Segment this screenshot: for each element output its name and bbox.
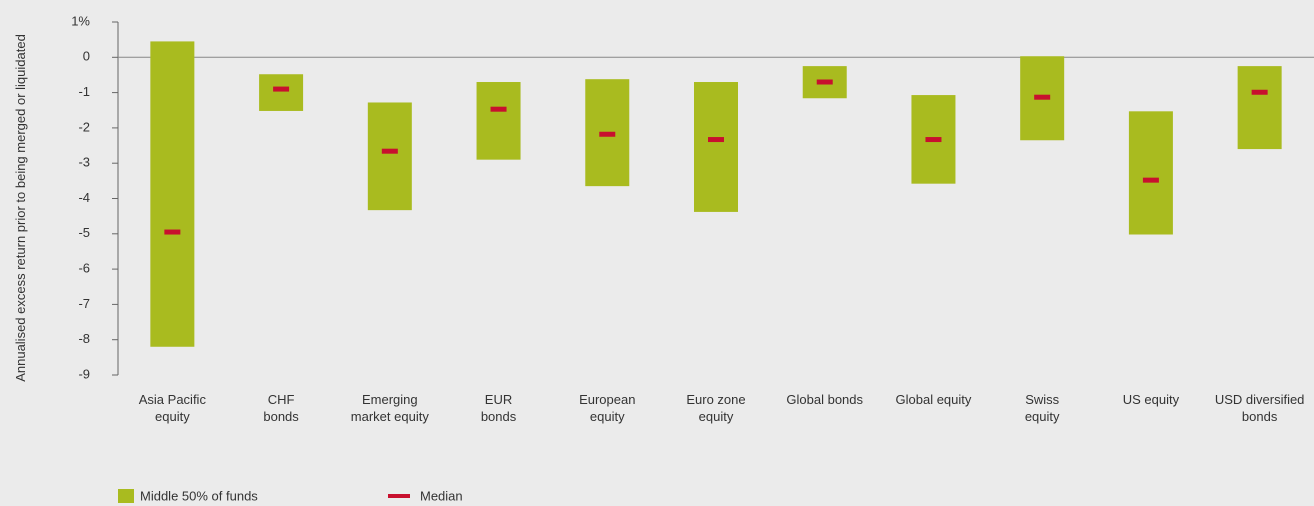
x-tick-label: Euro zone equity bbox=[686, 392, 746, 424]
y-tick-label: -6 bbox=[78, 261, 90, 276]
y-tick-label: -4 bbox=[78, 190, 90, 205]
y-tick-label: -2 bbox=[78, 119, 90, 134]
y-tick-label: -9 bbox=[78, 366, 90, 381]
y-tick-label: -5 bbox=[78, 225, 90, 240]
range-bar bbox=[1128, 111, 1173, 235]
range-bar bbox=[476, 82, 521, 160]
median-mark bbox=[925, 137, 942, 143]
x-tick-label: Asia Pacific equity bbox=[138, 392, 206, 424]
legend-swatch bbox=[388, 494, 410, 498]
median-mark bbox=[816, 79, 833, 85]
median-mark bbox=[708, 137, 724, 143]
x-tick-label: Swiss equity bbox=[1024, 392, 1060, 424]
x-tick-label: Global bonds bbox=[786, 392, 864, 407]
y-tick-label: -8 bbox=[78, 331, 90, 346]
y-tick-label: 1% bbox=[71, 13, 90, 28]
x-tick-label: CHF bonds bbox=[263, 392, 299, 424]
range-bar bbox=[259, 74, 304, 111]
x-tick-label: Emerging market equity bbox=[350, 392, 429, 424]
y-axis-label: Annualised excess return prior to being … bbox=[13, 34, 28, 382]
legend-swatch bbox=[118, 489, 134, 503]
y-tick-label: -1 bbox=[78, 84, 90, 99]
median-mark bbox=[599, 131, 616, 137]
y-tick-label: -3 bbox=[78, 155, 90, 170]
median-mark bbox=[1251, 89, 1268, 95]
median-mark bbox=[490, 106, 507, 112]
range-bar bbox=[367, 102, 412, 211]
median-mark bbox=[381, 148, 398, 154]
legend-label: Median bbox=[420, 488, 463, 503]
median-mark bbox=[164, 229, 181, 235]
legend-label: Middle 50% of funds bbox=[140, 488, 258, 503]
x-tick-label: US equity bbox=[1122, 392, 1180, 407]
x-tick-label: European equity bbox=[579, 392, 636, 424]
median-mark bbox=[1034, 94, 1051, 100]
range-bar bbox=[1237, 66, 1282, 150]
x-tick-label: USD diversified bonds bbox=[1214, 392, 1305, 424]
range-bar bbox=[150, 41, 195, 347]
median-mark bbox=[1142, 177, 1159, 183]
x-tick-label: EUR bonds bbox=[480, 392, 517, 424]
range-bar bbox=[694, 82, 738, 212]
median-mark bbox=[273, 86, 290, 92]
x-tick-label: Global equity bbox=[895, 392, 972, 407]
y-tick-label: 0 bbox=[83, 49, 90, 64]
y-tick-label: -7 bbox=[78, 296, 90, 311]
